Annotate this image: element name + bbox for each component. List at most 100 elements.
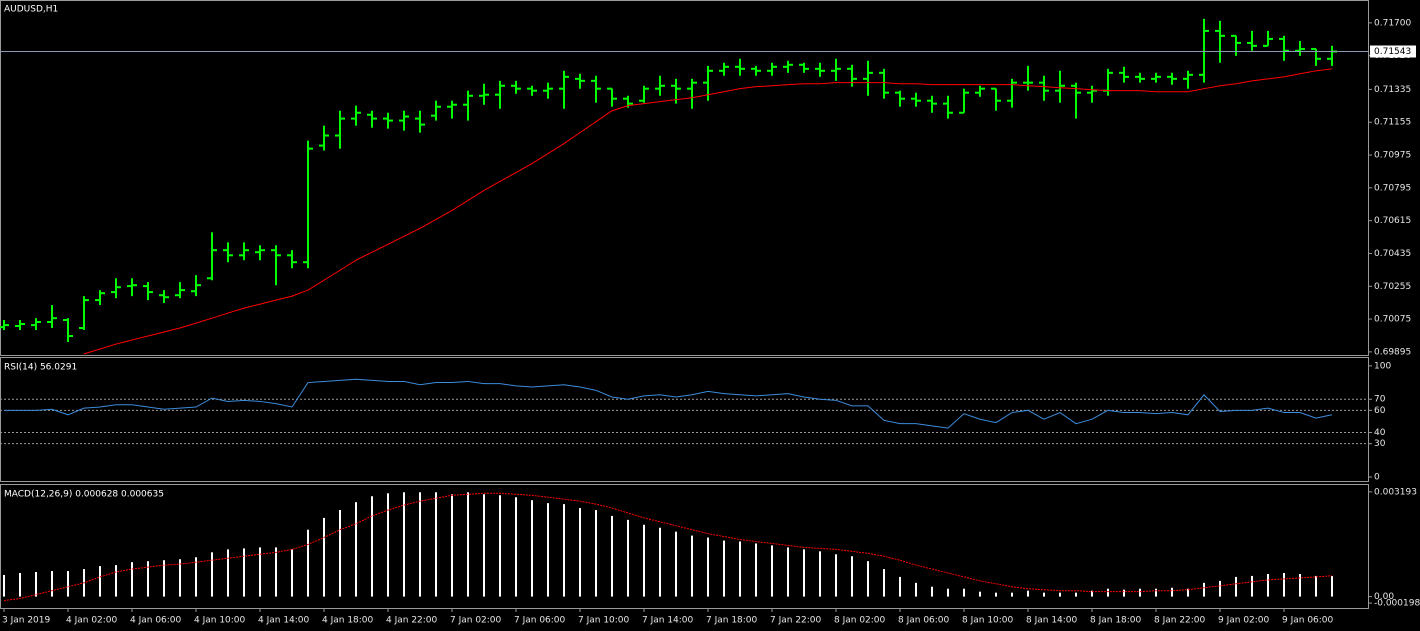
signal-line bbox=[3, 492, 1333, 602]
current-price-label: 0.71543 bbox=[1374, 47, 1411, 57]
histogram-bar bbox=[1139, 588, 1141, 597]
histogram-bar bbox=[1075, 592, 1077, 597]
y-tick-label: 0 bbox=[1374, 473, 1380, 483]
x-tick-label: 8 Jan 02:00 bbox=[834, 616, 886, 626]
moving-average bbox=[83, 68, 1333, 355]
histogram-bar bbox=[723, 540, 725, 597]
histogram-bar bbox=[211, 552, 213, 597]
histogram-bar bbox=[787, 547, 789, 597]
y-tick-label: 30 bbox=[1374, 439, 1386, 449]
x-tick-label: 8 Jan 14:00 bbox=[1026, 616, 1078, 626]
histogram-bar bbox=[1283, 572, 1285, 597]
histogram-bar bbox=[963, 588, 965, 597]
histogram-bar bbox=[579, 508, 581, 597]
histogram-bar bbox=[1059, 592, 1061, 597]
histogram-bar bbox=[883, 569, 885, 597]
y-tick-label: 0.71700 bbox=[1374, 18, 1411, 28]
histogram-bar bbox=[1267, 573, 1269, 597]
x-tick-label: 7 Jan 02:00 bbox=[450, 616, 502, 626]
histogram-bar bbox=[1251, 575, 1253, 597]
histogram-bar bbox=[803, 549, 805, 597]
histogram-bar bbox=[851, 556, 853, 597]
histogram-bar bbox=[691, 535, 693, 597]
x-tick-label: 4 Jan 18:00 bbox=[322, 616, 374, 626]
y-tick-label: -0.000198 bbox=[1374, 599, 1420, 609]
x-tick-label: 4 Jan 14:00 bbox=[258, 616, 310, 626]
x-tick-label: 3 Jan 2019 bbox=[2, 616, 50, 626]
y-tick-label: 0.71335 bbox=[1374, 85, 1411, 95]
histogram-bar bbox=[371, 496, 373, 597]
y-tick-label: 60 bbox=[1374, 406, 1386, 416]
histogram-bar bbox=[819, 551, 821, 597]
y-tick-label: 0.003193 bbox=[1374, 487, 1417, 497]
histogram-bar bbox=[835, 554, 837, 597]
histogram-bar bbox=[611, 515, 613, 597]
x-tick-label: 7 Jan 06:00 bbox=[514, 616, 566, 626]
histogram-bar bbox=[259, 547, 261, 597]
histogram-bar bbox=[771, 545, 773, 597]
rsi-line bbox=[4, 378, 1333, 429]
histogram-bar bbox=[403, 492, 405, 597]
rsi-title: RSI(14) 56.0291 bbox=[4, 363, 77, 373]
histogram-bar bbox=[899, 576, 901, 597]
x-tick-label: 9 Jan 02:00 bbox=[1218, 616, 1270, 626]
histogram-bar bbox=[323, 517, 325, 597]
histogram-bar bbox=[1171, 587, 1173, 597]
y-tick-label: 0.69895 bbox=[1374, 347, 1411, 357]
y-tick-label: 0.70255 bbox=[1374, 282, 1411, 292]
y-tick-label: 0.71155 bbox=[1374, 118, 1411, 128]
histogram-bar bbox=[195, 557, 197, 597]
histogram-bar bbox=[99, 566, 101, 597]
histogram-bar bbox=[35, 571, 37, 597]
histogram-bar bbox=[307, 529, 309, 597]
histogram-bar bbox=[643, 524, 645, 597]
histogram-bar bbox=[1155, 588, 1157, 597]
histogram-bar bbox=[1043, 592, 1045, 597]
histogram-bar bbox=[19, 572, 21, 597]
histogram-bar bbox=[1331, 575, 1333, 597]
histogram-bar bbox=[931, 586, 933, 597]
histogram-bar bbox=[947, 588, 949, 597]
histogram-bar bbox=[3, 574, 5, 597]
histogram-bar bbox=[419, 492, 421, 597]
histogram-bar bbox=[355, 502, 357, 597]
histogram-bar bbox=[547, 503, 549, 597]
histogram-bar bbox=[627, 519, 629, 597]
histogram-bar bbox=[995, 592, 997, 597]
x-tick-label: 7 Jan 18:00 bbox=[706, 616, 758, 626]
histogram-bar bbox=[1315, 575, 1317, 597]
x-tick-label: 8 Jan 06:00 bbox=[898, 616, 950, 626]
histogram-bar bbox=[1187, 588, 1189, 597]
x-tick-label: 4 Jan 22:00 bbox=[386, 616, 438, 626]
histogram-bar bbox=[227, 549, 229, 597]
histogram-bar bbox=[1107, 588, 1109, 597]
price-panel-frame bbox=[0, 0, 1369, 356]
y-tick-label: 70 bbox=[1374, 395, 1386, 405]
chart-title: AUDUSD,H1 bbox=[4, 5, 58, 15]
histogram-bar bbox=[739, 541, 741, 597]
histogram-bar bbox=[1091, 590, 1093, 597]
histogram-bar bbox=[51, 571, 53, 597]
x-tick-label: 7 Jan 10:00 bbox=[578, 616, 630, 626]
histogram-bar bbox=[1027, 590, 1029, 597]
x-tick-label: 4 Jan 06:00 bbox=[130, 616, 182, 626]
histogram-bar bbox=[291, 549, 293, 597]
histogram-bar bbox=[1123, 589, 1125, 597]
x-tick-label: 4 Jan 02:00 bbox=[66, 616, 118, 626]
histogram-bar bbox=[467, 492, 469, 597]
y-tick-label: 40 bbox=[1374, 428, 1386, 438]
y-tick-label: 100 bbox=[1374, 361, 1391, 371]
histogram-bar bbox=[707, 537, 709, 597]
rsi-panel-frame bbox=[0, 357, 1369, 482]
histogram-bar bbox=[675, 531, 677, 597]
histogram-bar bbox=[339, 510, 341, 597]
x-tick-label: 8 Jan 22:00 bbox=[1154, 616, 1206, 626]
histogram-bar bbox=[867, 561, 869, 597]
macd-panel-frame bbox=[0, 484, 1369, 609]
y-tick-label: 0.70975 bbox=[1374, 151, 1411, 161]
histogram-bar bbox=[515, 497, 517, 597]
histogram-bar bbox=[483, 494, 485, 597]
